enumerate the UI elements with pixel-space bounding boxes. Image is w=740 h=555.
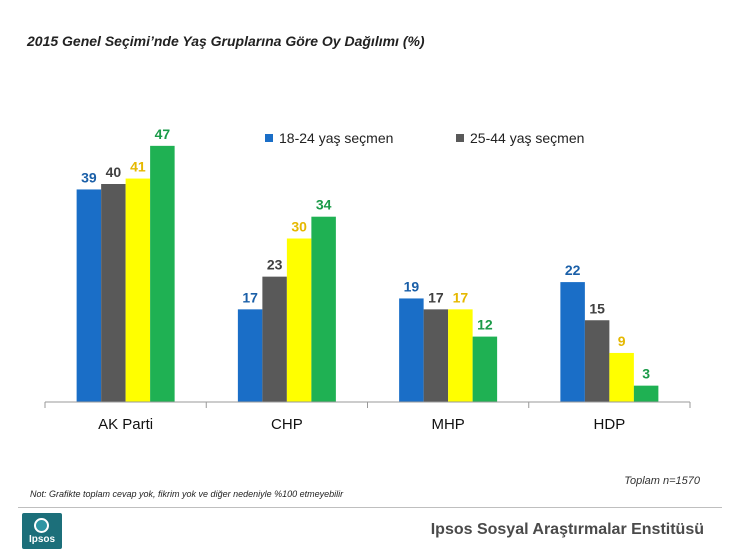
footnote: Not: Grafikte toplam cevap yok, fikrim y…	[30, 489, 344, 499]
legend-label: 18-24 yaş seçmen	[279, 130, 393, 146]
data-label: 17	[242, 289, 258, 305]
logo-text: Ipsos	[28, 534, 56, 545]
bar	[311, 216, 336, 402]
data-label: 17	[428, 289, 444, 305]
data-label: 9	[618, 333, 626, 349]
bar	[399, 298, 424, 402]
bar-chart: 39 40 41 47 17 23 30 34 19 17 17 12 22 15 9 3 AK Parti C…	[44, 126, 691, 433]
data-label: 17	[453, 289, 469, 305]
bar	[125, 178, 151, 402]
bar	[633, 385, 659, 402]
data-label: 39	[81, 169, 97, 185]
x-ticks-group	[44, 402, 691, 408]
data-label: 30	[291, 219, 307, 235]
value-labels-group: 39 40 41 47 17 23 30 34 19 17 17 12 22 15 9 3	[81, 126, 650, 382]
sample-size-note: Toplam n=1570	[624, 475, 700, 487]
logo-circle-icon	[34, 518, 49, 533]
bar	[76, 189, 102, 402]
legend-label: 25-44 yaş seçmen	[470, 130, 584, 146]
data-label: 34	[316, 197, 332, 213]
category-label: CHP	[271, 416, 303, 433]
data-label: 40	[106, 164, 122, 180]
bar	[262, 276, 287, 402]
bar	[286, 238, 312, 402]
category-label: AK Parti	[98, 416, 153, 433]
chart-title: 2015 Genel Seçimi’nde Yaş Gruplarına Gör…	[27, 33, 425, 49]
data-label: 47	[155, 126, 171, 142]
bar	[423, 309, 449, 402]
ipsos-logo: Ipsos	[22, 513, 62, 549]
legend-swatch	[265, 134, 273, 142]
category-label: MHP	[431, 416, 464, 433]
legend: 18-24 yaş seçmen 25-44 yaş seçmen	[265, 130, 584, 146]
bar	[584, 320, 610, 402]
bar	[150, 145, 175, 402]
bars-group	[76, 145, 659, 402]
category-label: HDP	[594, 416, 626, 433]
bar	[237, 309, 263, 402]
bar	[101, 184, 126, 402]
bar	[609, 352, 634, 402]
organization-name: Ipsos Sosyal Araştırmalar Enstitüsü	[430, 521, 704, 538]
data-label: 23	[267, 257, 283, 273]
bar	[560, 282, 585, 402]
data-label: 15	[589, 300, 605, 316]
data-label: 19	[404, 278, 420, 294]
data-label: 41	[130, 159, 146, 175]
data-label: 12	[477, 317, 493, 333]
bar	[448, 309, 473, 402]
bar	[472, 336, 498, 402]
data-label: 3	[642, 366, 650, 382]
legend-swatch	[456, 134, 464, 142]
footer-divider	[18, 507, 722, 508]
category-labels-group: AK Parti CHP MHP HDP	[98, 416, 625, 433]
data-label: 22	[565, 262, 581, 278]
